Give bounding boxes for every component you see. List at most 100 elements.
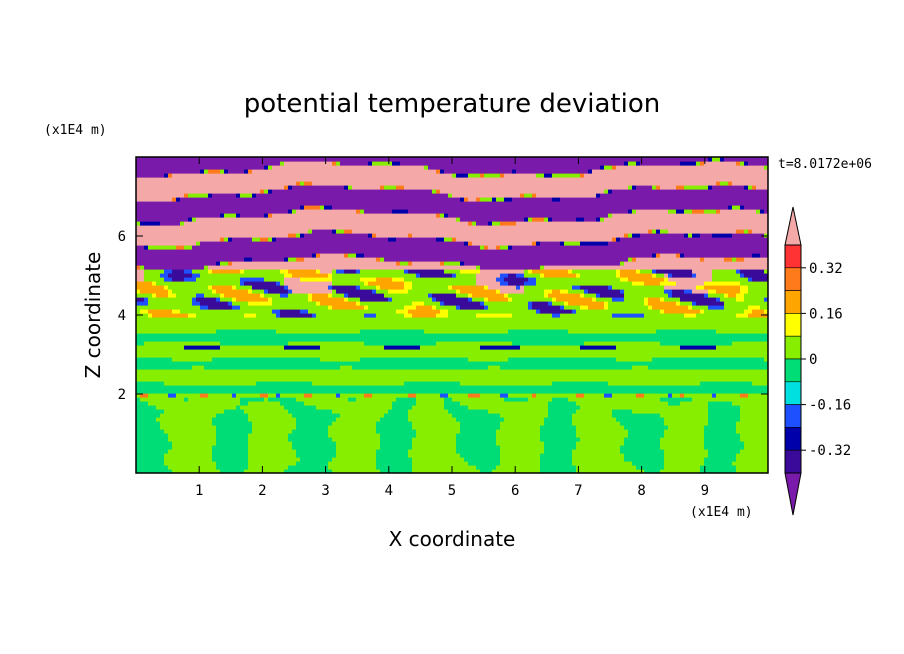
field-cell <box>540 433 577 438</box>
field-cell <box>556 297 593 302</box>
field-cell <box>348 185 353 190</box>
field-cell <box>380 433 417 438</box>
field-cell <box>632 233 641 238</box>
field-cell <box>364 281 369 286</box>
field-cell <box>136 241 197 246</box>
field-cell <box>468 293 473 298</box>
chart-title: potential temperature deviation <box>244 89 660 119</box>
field-cell <box>368 305 405 310</box>
field-cell <box>708 185 713 190</box>
field-cell <box>136 433 169 438</box>
field-cell <box>572 413 613 418</box>
field-cell <box>360 269 405 274</box>
field-cell <box>456 433 497 438</box>
field-cell <box>460 261 465 266</box>
field-cell <box>136 393 141 398</box>
field-cell <box>196 241 201 246</box>
field-cell <box>244 313 257 318</box>
field-cell <box>136 169 201 174</box>
field-cell <box>712 393 717 398</box>
field-cell <box>296 397 349 402</box>
field-cell <box>456 237 613 242</box>
field-cell <box>604 301 609 306</box>
field-cell <box>528 269 533 274</box>
field-cell <box>660 341 733 346</box>
field-cell <box>500 425 541 430</box>
field-cell <box>248 449 297 454</box>
field-cell <box>332 469 381 473</box>
field-cell <box>248 465 289 470</box>
field-cell <box>704 281 741 286</box>
field-cell <box>168 293 177 298</box>
field-cell <box>288 209 293 214</box>
field-cell <box>412 281 477 286</box>
field-cell <box>360 329 425 334</box>
field-cell <box>148 309 173 314</box>
field-cell <box>284 277 301 282</box>
field-cell <box>692 273 697 278</box>
field-cell <box>660 441 705 446</box>
field-cell <box>524 273 541 278</box>
field-cell <box>488 297 509 302</box>
field-cell <box>524 285 573 290</box>
field-cell <box>328 425 377 430</box>
field-cell <box>444 269 461 274</box>
field-cell <box>500 245 509 250</box>
field-cell <box>532 241 537 246</box>
field-cell <box>388 289 409 294</box>
field-cell <box>684 253 753 258</box>
field-cell <box>632 257 637 262</box>
field-cell <box>500 365 633 370</box>
field-cell <box>576 441 625 446</box>
field-cell <box>248 289 253 294</box>
field-cell <box>572 417 617 422</box>
field-cell <box>608 189 613 194</box>
field-cell <box>532 193 537 198</box>
field-cell <box>624 453 665 458</box>
field-cell <box>232 261 397 266</box>
field-cell <box>332 289 337 294</box>
field-cell <box>736 465 768 470</box>
field-cell <box>136 221 141 226</box>
field-cell <box>684 233 689 238</box>
field-cell <box>168 289 173 294</box>
field-cell <box>304 233 369 238</box>
field-cell <box>652 305 689 310</box>
field-cell <box>356 253 365 258</box>
field-cell <box>164 381 257 386</box>
field-cell <box>460 429 497 434</box>
field-cell <box>448 313 477 318</box>
colorbar-label: 0.16 <box>809 306 843 322</box>
field-cell <box>268 165 273 170</box>
field-cell <box>344 229 353 234</box>
field-cell <box>608 213 613 218</box>
field-cell <box>248 457 301 462</box>
field-cell <box>256 381 313 386</box>
field-cell <box>660 185 677 190</box>
field-cell <box>524 193 533 198</box>
field-cell <box>320 301 357 306</box>
field-cell <box>156 405 237 410</box>
field-cell <box>392 405 413 410</box>
field-cell <box>332 277 361 282</box>
field-cell <box>748 229 753 234</box>
field-cell <box>464 457 501 462</box>
field-cell <box>444 397 453 402</box>
field-cell <box>736 269 741 274</box>
field-cell <box>236 213 241 218</box>
field-cell <box>496 437 541 442</box>
field-cell <box>436 189 441 194</box>
field-cell <box>600 217 605 222</box>
field-cell <box>564 305 581 310</box>
field-cell <box>460 269 481 274</box>
field-cell <box>468 197 477 202</box>
field-cell <box>304 257 377 262</box>
colorbar-bin <box>784 335 802 360</box>
colorbar-bin <box>784 404 802 428</box>
field-cell <box>560 305 565 310</box>
field-cell <box>620 445 661 450</box>
field-cell <box>204 169 209 174</box>
y-tick-label: 6 <box>118 229 126 245</box>
field-cell <box>436 169 441 174</box>
field-cell <box>628 233 633 238</box>
